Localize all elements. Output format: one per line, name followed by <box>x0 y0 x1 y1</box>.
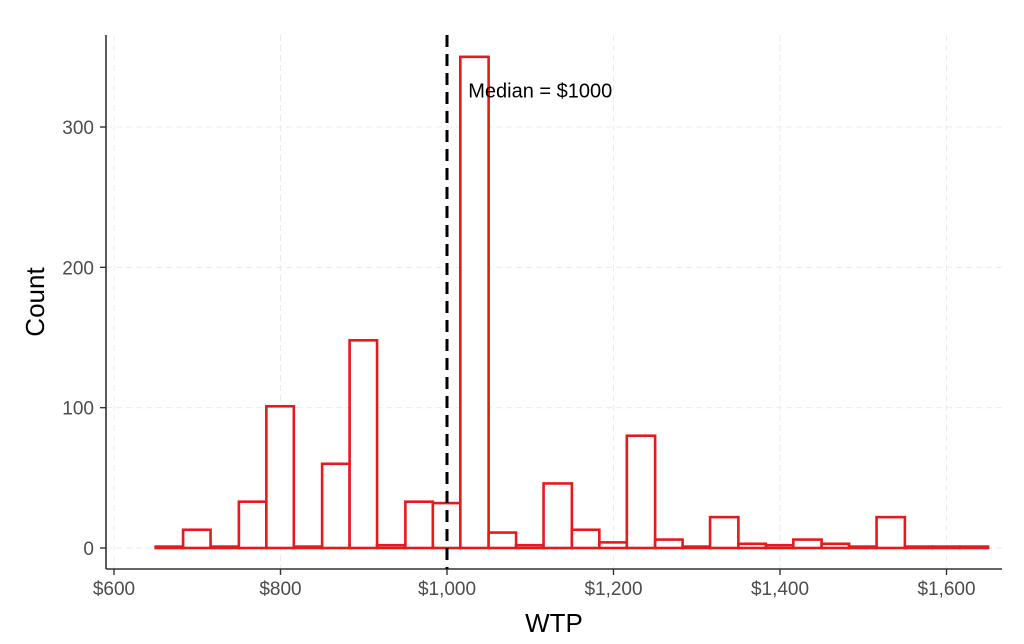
histogram-bar <box>209 545 241 550</box>
histogram-bar <box>570 528 601 550</box>
x-tick-label: $1,000 <box>418 579 476 600</box>
median-annotation: Median = $1000 <box>468 81 612 103</box>
histogram-bar <box>154 545 185 550</box>
histogram-bar <box>792 538 823 550</box>
histogram-bar <box>875 515 907 550</box>
histogram-bar <box>375 543 407 550</box>
histogram-bar <box>903 545 934 550</box>
histogram-bar <box>653 538 684 550</box>
x-axis-title: WTP <box>525 608 583 638</box>
x-tick-label: $1,400 <box>751 579 809 600</box>
histogram-bar <box>820 542 851 550</box>
histogram-bar <box>237 500 268 550</box>
histogram-bar <box>292 545 324 550</box>
histogram-bar <box>181 528 212 550</box>
histogram-bar <box>625 434 657 550</box>
histogram-bar <box>764 543 795 550</box>
histogram-bar <box>737 542 768 550</box>
histogram-bar <box>931 545 962 550</box>
y-tick-label: 100 <box>62 399 94 420</box>
y-tick-label: 200 <box>62 258 94 279</box>
histogram-bar <box>847 545 878 550</box>
histogram-bar <box>958 545 990 550</box>
y-axis-title: Count <box>20 267 50 337</box>
histogram-bar <box>348 339 379 550</box>
histogram-bar <box>459 55 490 550</box>
x-tick-label: $600 <box>93 579 135 600</box>
histogram-bar <box>681 545 712 550</box>
x-tick-label: $1,200 <box>584 579 642 600</box>
histogram-bar <box>265 404 296 550</box>
y-tick-label: 300 <box>62 118 94 139</box>
histogram-bar <box>542 482 574 550</box>
histogram-bar <box>514 543 545 550</box>
histogram-bar <box>708 515 740 550</box>
bars-layer <box>154 55 990 550</box>
histogram-bar <box>431 501 462 550</box>
histogram-bar <box>404 500 435 550</box>
y-tick-label: 0 <box>83 539 94 560</box>
histogram-bar <box>487 531 518 550</box>
x-tick-label: $1,600 <box>917 579 975 600</box>
ticks-layer: 0 100 200 300 $600 $800 $1,000 $1,200 $1,400 $1,6… <box>62 118 975 600</box>
axes-layer <box>105 35 1002 570</box>
histogram-bar <box>598 541 629 550</box>
x-tick-label: $800 <box>259 579 301 600</box>
histogram-bar <box>320 462 351 550</box>
